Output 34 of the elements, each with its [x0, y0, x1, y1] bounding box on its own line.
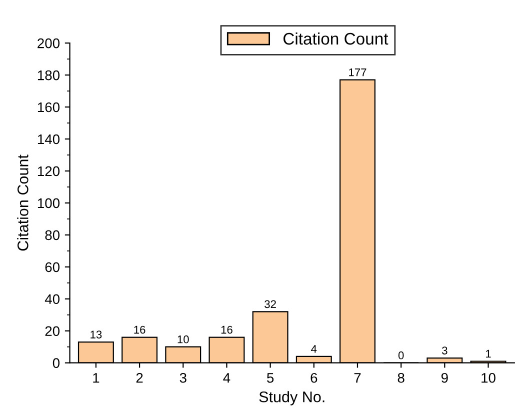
x-tick-label: 7 — [354, 373, 361, 383]
y-tick-label: 20 — [45, 326, 60, 336]
x-tick-label: 5 — [267, 373, 274, 383]
data-label: 13 — [90, 330, 102, 338]
y-tick-label: 40 — [44, 294, 60, 304]
x-tick-label: 6 — [310, 372, 318, 383]
x-tick-label: 8 — [398, 372, 404, 383]
y-tick-label: 80 — [45, 230, 60, 240]
data-label: 1 — [486, 350, 491, 358]
data-label: 4 — [311, 345, 317, 353]
data-label: 16 — [221, 326, 232, 334]
x-tick-label: 1 — [93, 373, 100, 383]
data-label: 0 — [398, 351, 404, 360]
data-label: 177 — [349, 68, 366, 76]
x-tick-label: 4 — [223, 373, 230, 383]
x-tick-label: 10 — [482, 372, 496, 383]
y-axis-title: Citation Count — [17, 154, 28, 251]
data-label: 3 — [442, 346, 448, 354]
x-tick-label: 2 — [136, 372, 143, 383]
x-tick-label: 9 — [441, 372, 448, 383]
y-tick-label: 180 — [38, 70, 60, 80]
y-tick-label: 0 — [52, 358, 60, 368]
y-tick-label: 100 — [38, 198, 60, 208]
y-tick-label: 140 — [38, 134, 60, 144]
y-tick-label: 120 — [38, 166, 60, 176]
x-tick-label: 3 — [180, 372, 186, 383]
legend-label: Citation Count — [283, 32, 388, 45]
y-tick-label: 160 — [38, 102, 60, 112]
data-label: 10 — [178, 335, 189, 344]
x-axis-title: Study No. — [259, 391, 324, 406]
data-label: 16 — [134, 326, 146, 334]
y-tick-label: 200 — [38, 38, 60, 48]
y-tick-label: 60 — [45, 262, 60, 272]
data-label: 32 — [264, 300, 276, 308]
